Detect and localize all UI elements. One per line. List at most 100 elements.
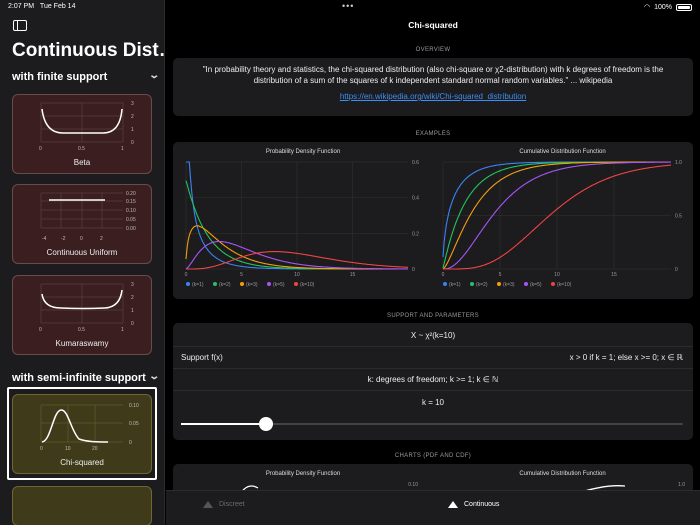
svg-text:0: 0: [131, 321, 134, 327]
battery-icon: [676, 3, 692, 11]
tab-discreet[interactable]: Discreet: [203, 501, 245, 508]
status-right: ◠ 100%: [644, 3, 692, 11]
support-key: Support f(x): [181, 353, 223, 362]
examples-panel: Probability Density Function 0.6 0.4 0.2 0 0…: [173, 142, 693, 299]
distribution-notation: X ~ χ²(k=10): [410, 331, 456, 340]
legend-swatch: [240, 282, 244, 286]
card-beta[interactable]: 3 2 1 0 0 0.5 1 Beta: [12, 94, 152, 174]
y-tick-label: 1.0: [675, 160, 682, 166]
svg-text:20: 20: [92, 446, 98, 452]
card-next-peek[interactable]: [12, 486, 152, 525]
legend-entry: (k=10): [300, 282, 315, 288]
svg-text:0.00: 0.00: [126, 226, 136, 232]
divider: [173, 346, 693, 347]
card-label: Continuous Uniform: [46, 248, 118, 257]
card-kumaraswamy[interactable]: 3 2 1 0 0 0.5 1 Kumaraswamy: [12, 275, 152, 355]
legend-entry: (k=3): [246, 282, 258, 288]
overview-quote: "In probability theory and statistics, t…: [202, 65, 664, 85]
svg-text:0.5: 0.5: [78, 327, 85, 333]
overview-label: OVERVIEW: [415, 47, 451, 53]
legend-entry: (k=1): [192, 282, 204, 288]
svg-text:0.5: 0.5: [78, 146, 85, 152]
svg-text:0.20: 0.20: [126, 191, 136, 197]
uniform-thumbnail-chart: 0.20 0.15 0.10 0.05 0.00 -4 -2 0 2: [40, 191, 136, 242]
svg-text:0: 0: [129, 440, 132, 446]
y-tick-label: 0: [412, 267, 415, 273]
x-tick-label: 0: [185, 272, 188, 278]
divider: [173, 368, 693, 369]
chi-squared-thumbnail-chart: 0.10 0.05 0 0 10 20: [40, 403, 139, 452]
k-slider[interactable]: [181, 417, 683, 431]
svg-text:0.05: 0.05: [126, 217, 136, 223]
k-slider-fill: [181, 423, 267, 425]
svg-text:1: 1: [131, 308, 134, 314]
wikipedia-link[interactable]: https://en.wikipedia.org/wiki/Chi-square…: [339, 92, 527, 101]
support-panel: X ~ χ²(k=10) Support f(x) x > 0 if k = 1…: [173, 323, 693, 440]
x-tick-label: 10: [294, 272, 300, 278]
sidebar-toggle-icon[interactable]: [13, 20, 27, 31]
series-line-k5: [443, 161, 671, 270]
legend-entry: (k=10): [557, 282, 572, 288]
support-label: SUPPORT AND PARAMETERS: [387, 313, 479, 319]
examples-label: EXAMPLES: [415, 131, 451, 137]
svg-text:0: 0: [80, 236, 83, 242]
sidebar: Continuous Dist… with finite support ⌄ 3…: [0, 0, 165, 525]
svg-text:0: 0: [39, 327, 42, 333]
series-line-k10: [186, 251, 408, 270]
card-continuous-uniform[interactable]: 0.20 0.15 0.10 0.05 0.00 -4 -2 0 2 Conti…: [12, 184, 152, 264]
tab-continuous[interactable]: Continuous: [448, 501, 499, 508]
section-label: with finite support: [12, 71, 108, 83]
sidebar-title: Continuous Dist…: [12, 40, 165, 61]
svg-text:10: 10: [65, 446, 71, 452]
cdf-chart: Cumulative Distribution Function 1.0 0.5 0…: [435, 142, 690, 299]
kumaraswamy-thumbnail-chart: 3 2 1 0 0 0.5 1: [39, 282, 134, 333]
card-label: Chi-squared: [60, 458, 104, 467]
svg-text:0.10: 0.10: [126, 208, 136, 214]
y-tick-label: 1.0: [678, 482, 685, 488]
legend-swatch: [470, 282, 474, 286]
overview-panel: "In probability theory and statistics, t…: [173, 58, 693, 116]
divider: [173, 390, 693, 391]
x-tick-label: 15: [611, 272, 617, 278]
parameter-description: k: degrees of freedom; k >= 1; k ∈ ℕ: [367, 375, 499, 384]
chevron-down-icon: ⌄: [147, 70, 160, 81]
multitasking-dots-icon[interactable]: •••: [342, 1, 355, 11]
tab-bar: Discreet Continuous: [166, 490, 700, 525]
triangle-icon: [203, 501, 213, 508]
section-semi-infinite-support[interactable]: with semi-infinite support ⌄: [12, 371, 160, 384]
series-line-k10: [443, 164, 672, 270]
svg-text:1: 1: [131, 127, 134, 133]
status-time: 2:07 PM Tue Feb 14: [8, 3, 76, 10]
svg-text:2: 2: [100, 236, 103, 242]
card-chi-squared[interactable]: 0.10 0.05 0 0 10 20 Chi-squared: [12, 394, 152, 474]
y-tick-label: 0.10: [408, 482, 418, 488]
y-tick-label: 0.2: [412, 231, 419, 237]
svg-text:0: 0: [40, 446, 43, 452]
x-tick-label: 5: [499, 272, 502, 278]
y-tick-label: 0.4: [412, 196, 419, 202]
k-slider-thumb[interactable]: [259, 417, 274, 431]
svg-text:0.10: 0.10: [129, 403, 139, 409]
battery-percent: 100%: [654, 3, 672, 11]
pdf-chart-title: Probability Density Function: [265, 149, 341, 155]
svg-text:2: 2: [131, 114, 134, 120]
legend-swatch: [267, 282, 271, 286]
pdf-chart: Probability Density Function 0.6 0.4 0.2 0 0…: [178, 142, 428, 299]
section-finite-support[interactable]: with finite support ⌄: [12, 70, 160, 83]
legend-swatch: [524, 282, 528, 286]
selection-outline: [7, 387, 157, 480]
page-title: Chi-squared: [408, 20, 458, 30]
legend-swatch: [443, 282, 447, 286]
triangle-icon: [448, 501, 458, 508]
x-tick-label: 0: [442, 272, 445, 278]
legend-entry: (k=5): [273, 282, 285, 288]
tab-label: Continuous: [464, 501, 500, 508]
x-tick-label: 15: [350, 272, 356, 278]
series-line-k5: [185, 240, 408, 270]
svg-text:0: 0: [39, 146, 42, 152]
svg-text:-4: -4: [42, 236, 47, 242]
card-label: Beta: [73, 158, 91, 167]
legend-entry: (k=5): [530, 282, 542, 288]
charts-label: CHARTS (PDF AND CDF): [394, 453, 472, 459]
svg-text:0.15: 0.15: [126, 199, 136, 205]
